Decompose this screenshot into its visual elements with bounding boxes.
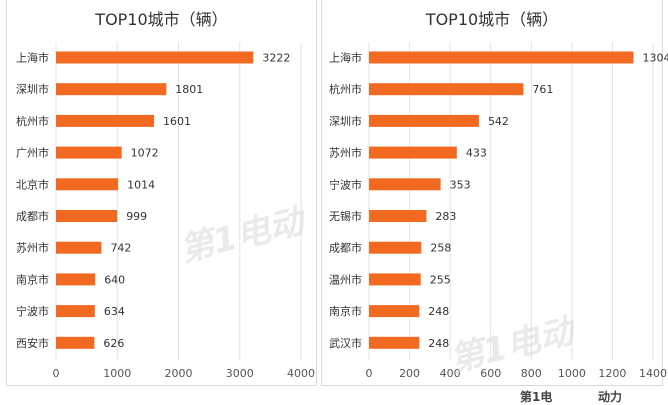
bar-chart-right: 0 200 400 600 800 1000 1200 1400 上海市 1304 杭州市 761 深圳…	[329, 42, 668, 380]
category-label: 无锡市	[329, 209, 362, 223]
category-label: 西安市	[16, 336, 49, 350]
bar	[369, 241, 422, 254]
bar-chart-left: 0 1000 2000 3000 4000 上海市 3222 深圳市 1801 杭州市 1601 广州…	[16, 42, 315, 380]
category-label: 杭州市	[16, 114, 49, 128]
chart-title: TOP10城市（辆）	[425, 10, 559, 29]
bar	[56, 178, 119, 191]
category-label: 苏州市	[16, 241, 49, 255]
x-tick-label: 800	[521, 367, 542, 380]
bar	[369, 178, 441, 191]
data-label: 433	[466, 147, 487, 160]
x-tick-label: 1200	[598, 367, 626, 380]
bar	[369, 273, 421, 286]
left-chart-panel: TOP10城市（辆） 0 1000 2000 3000 4000 上海市 3222 深圳市 18…	[6, 0, 317, 386]
footer-logo-left: 第1电	[520, 390, 553, 404]
data-label: 1304	[643, 52, 668, 65]
footer-logo-right: 动力	[598, 390, 623, 404]
data-label: 283	[435, 210, 456, 223]
data-label: 1014	[127, 178, 155, 191]
x-tick-label: 1000	[103, 367, 131, 380]
category-label: 宁波市	[16, 304, 49, 318]
bar	[369, 146, 457, 159]
x-tick-label: 4000	[287, 367, 315, 380]
category-label: 宁波市	[329, 177, 362, 191]
bar	[369, 83, 524, 96]
bar	[369, 51, 634, 64]
data-label: 248	[428, 337, 449, 350]
bar	[56, 114, 155, 127]
bar	[56, 83, 167, 96]
x-tick-label: 200	[399, 367, 420, 380]
x-tick-label: 600	[480, 367, 501, 380]
data-label: 542	[488, 115, 509, 128]
bar	[56, 305, 95, 318]
data-label: 634	[104, 305, 125, 318]
category-label: 南京市	[329, 304, 362, 318]
data-label: 3222	[262, 52, 290, 65]
data-label: 999	[126, 210, 147, 223]
bar	[369, 210, 427, 222]
data-label: 1801	[175, 83, 203, 96]
data-label: 248	[428, 305, 449, 318]
category-label: 深圳市	[16, 82, 49, 96]
data-label: 255	[430, 273, 451, 286]
bar	[56, 241, 102, 254]
data-label: 742	[110, 242, 131, 255]
category-label: 上海市	[16, 51, 49, 65]
x-tick-label: 0	[53, 367, 60, 380]
x-tick-label: 3000	[226, 367, 254, 380]
bar	[56, 336, 95, 349]
data-label: 640	[104, 273, 125, 286]
data-label: 761	[532, 83, 553, 96]
bar	[56, 51, 254, 64]
category-label: 广州市	[16, 146, 49, 160]
data-label: 626	[103, 337, 124, 350]
category-label: 杭州市	[329, 82, 362, 96]
bar	[369, 336, 420, 349]
bar	[369, 305, 420, 318]
category-label: 北京市	[16, 177, 49, 191]
x-tick-label: 1400	[639, 367, 667, 380]
data-label: 1072	[131, 147, 159, 160]
category-label: 成都市	[16, 209, 49, 223]
category-label: 深圳市	[329, 114, 362, 128]
data-label: 258	[430, 242, 451, 255]
x-tick-label: 2000	[165, 367, 193, 380]
x-tick-label: 1000	[558, 367, 586, 380]
x-tick-label: 0	[366, 367, 373, 380]
category-label: 武汉市	[329, 336, 362, 350]
data-label: 353	[450, 178, 471, 191]
chart-title: TOP10城市（辆）	[95, 10, 228, 29]
bar	[56, 210, 118, 222]
bar	[369, 114, 479, 127]
data-label: 1601	[163, 115, 191, 128]
bar	[56, 273, 96, 286]
right-chart-panel: TOP10城市（辆） 0 200 400 600 800 1000 1200 1400 上海市 1…	[321, 0, 668, 386]
bar	[56, 146, 122, 159]
category-label: 南京市	[16, 272, 49, 286]
category-label: 温州市	[329, 272, 362, 286]
category-label: 苏州市	[329, 146, 362, 160]
x-tick-label: 400	[440, 367, 461, 380]
category-label: 成都市	[329, 241, 362, 255]
category-label: 上海市	[329, 51, 362, 65]
footer-strip	[0, 386, 668, 400]
